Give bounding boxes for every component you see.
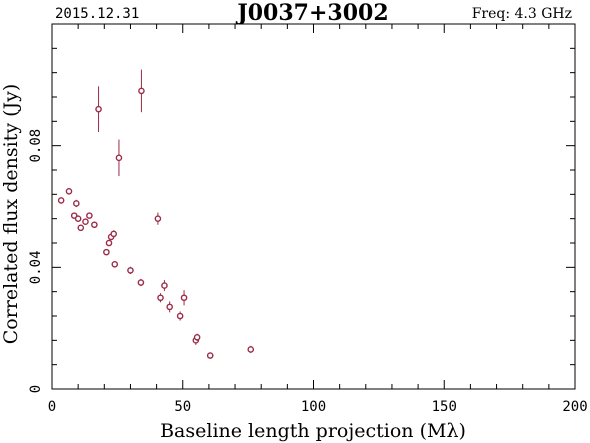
data-point xyxy=(127,266,134,275)
data-point xyxy=(193,333,201,341)
x-tick-label: 50 xyxy=(174,399,191,415)
point-marker xyxy=(157,294,164,302)
point-marker xyxy=(86,212,93,219)
point-marker xyxy=(110,230,118,238)
point-marker xyxy=(65,187,73,195)
data-point xyxy=(91,221,98,229)
point-marker xyxy=(82,218,89,226)
data-points xyxy=(57,69,255,359)
chart-title: J0037+3002 xyxy=(235,0,388,26)
point-marker xyxy=(180,294,188,302)
point-marker xyxy=(77,224,85,232)
data-point xyxy=(247,345,255,354)
data-point xyxy=(73,199,80,208)
x-tick-label: 0 xyxy=(48,399,56,415)
data-point xyxy=(103,248,110,256)
data-point xyxy=(180,290,188,306)
point-marker xyxy=(247,346,255,353)
data-point xyxy=(86,212,93,219)
observation-date: 2015.12.31 xyxy=(55,6,139,22)
y-axis-label: Correlated flux density (Jy) xyxy=(0,84,22,345)
point-marker xyxy=(137,279,145,286)
data-point xyxy=(95,86,102,132)
data-point xyxy=(157,293,164,303)
point-marker xyxy=(91,221,98,229)
data-point xyxy=(110,230,118,238)
point-marker xyxy=(176,312,184,320)
point-marker xyxy=(105,239,113,247)
point-marker xyxy=(166,303,173,311)
plot-frame xyxy=(51,23,576,390)
data-point xyxy=(65,187,73,195)
point-marker xyxy=(103,248,110,256)
point-marker xyxy=(111,260,119,268)
x-tick-label: 150 xyxy=(432,399,457,415)
point-marker xyxy=(127,267,134,274)
point-marker xyxy=(57,197,65,204)
data-point xyxy=(82,218,89,226)
x-tick-label: 100 xyxy=(301,399,326,415)
y-tick-label: 0.04 xyxy=(28,250,44,284)
x-tick-label: 200 xyxy=(562,399,587,415)
point-marker xyxy=(73,200,80,207)
data-point xyxy=(138,69,145,113)
point-marker xyxy=(161,282,168,289)
point-marker xyxy=(74,215,82,222)
data-point xyxy=(206,352,214,359)
point-marker xyxy=(95,105,102,113)
data-point xyxy=(166,301,173,313)
point-marker xyxy=(193,333,201,341)
data-point xyxy=(154,212,162,225)
frequency-label: Freq: 4.3 GHz xyxy=(472,6,572,22)
data-point xyxy=(137,278,145,287)
data-point xyxy=(111,260,119,268)
y-tick-label: 0 xyxy=(28,385,44,393)
data-point xyxy=(115,139,123,177)
point-marker xyxy=(154,215,162,222)
x-axis-label: Baseline length projection (Mλ) xyxy=(160,420,466,442)
point-marker xyxy=(138,87,145,95)
y-tick-label: 0.08 xyxy=(28,129,44,163)
data-point xyxy=(74,215,82,222)
axes: 0 50 100 150 200 0 0.04 0.08 xyxy=(28,23,588,415)
data-point xyxy=(161,280,168,292)
data-point xyxy=(57,197,65,204)
data-point xyxy=(77,224,85,232)
data-point xyxy=(105,239,113,247)
point-marker xyxy=(115,154,123,162)
data-point xyxy=(176,311,184,321)
point-marker xyxy=(206,352,214,359)
